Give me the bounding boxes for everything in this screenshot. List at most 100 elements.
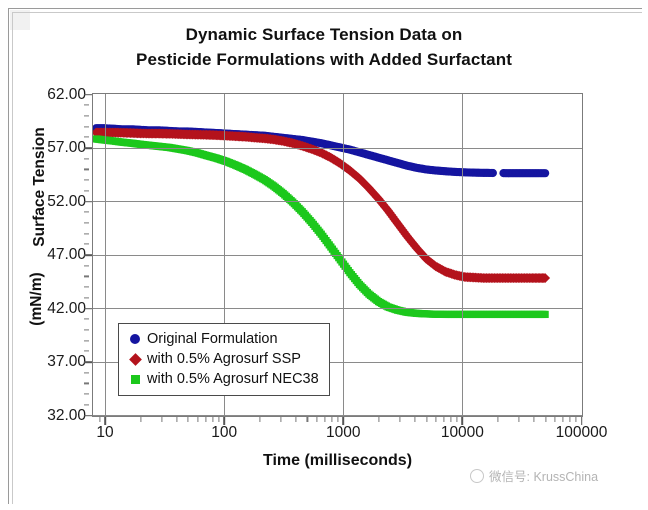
- y-axis-tick-marks: [84, 93, 93, 417]
- legend-label: with 0.5% Agrosurf NEC38: [147, 371, 319, 387]
- x-tick-mark-minor: [456, 417, 458, 422]
- legend-marker-shape: [128, 352, 142, 366]
- y-tick-mark-minor: [84, 158, 89, 160]
- gridline-vertical: [104, 94, 106, 416]
- x-tick-mark-minor: [545, 417, 547, 422]
- y-tick-label: 52.00: [47, 192, 86, 210]
- x-tick-mark-major: [223, 417, 225, 425]
- data-point: [540, 273, 551, 283]
- data-series: [93, 127, 551, 283]
- frame-border-left-outer: [8, 8, 9, 504]
- y-tick-mark-minor: [84, 275, 89, 277]
- frame-border-left-inner: [12, 12, 13, 504]
- y-tick-mark-minor: [84, 382, 89, 384]
- y-tick-label: 37.00: [47, 353, 86, 370]
- x-tick-mark-minor: [259, 417, 261, 422]
- x-tick-mark-major: [342, 417, 345, 425]
- legend-item: with 0.5% Agrosurf SSP: [128, 349, 319, 369]
- x-tick-mark-minor: [569, 417, 571, 422]
- x-tick-mark-minor: [295, 417, 297, 422]
- legend-marker-circle-icon: [128, 332, 142, 346]
- watermark-logo-icon: [470, 468, 484, 483]
- x-tick-mark-minor: [575, 417, 577, 422]
- x-tick-label: 10000: [440, 424, 484, 441]
- x-tick-mark-minor: [324, 417, 326, 422]
- chart-title-line-1: Dynamic Surface Tension Data on: [185, 25, 463, 44]
- frame-corner-decoration: [10, 10, 30, 30]
- y-tick-label: 32.00: [47, 406, 86, 424]
- x-tick-mark-minor: [280, 417, 282, 422]
- y-tick-mark-minor: [84, 136, 89, 138]
- x-tick-label: 100: [211, 424, 238, 441]
- chart-title-line-2: Pesticide Formulations with Added Surfac…: [136, 50, 512, 69]
- gridline-vertical: [223, 94, 225, 416]
- y-tick-mark-minor: [84, 243, 89, 245]
- data-point: [541, 169, 550, 178]
- x-tick-mark-major: [461, 417, 464, 425]
- x-tick-mark-minor: [306, 417, 308, 422]
- y-tick-label: 57.00: [47, 139, 86, 156]
- y-tick-mark-minor: [84, 297, 89, 299]
- watermark-text: 微信号: KrussChina: [489, 470, 599, 484]
- x-tick-mark-major: [580, 417, 583, 425]
- y-tick-mark-minor: [84, 404, 89, 406]
- y-tick-mark-minor: [84, 179, 89, 181]
- x-tick-mark-minor: [562, 417, 564, 422]
- data-point: [541, 310, 549, 319]
- y-tick-mark-major: [84, 414, 92, 417]
- legend-marker-square-icon: [128, 372, 142, 386]
- y-tick-mark-minor: [84, 115, 89, 117]
- x-tick-mark-minor: [497, 417, 499, 422]
- x-tick-mark-minor: [218, 417, 220, 422]
- watermark: 微信号: KrussChina: [470, 466, 598, 485]
- gridline-horizontal: [93, 308, 582, 309]
- legend-marker-shape: [130, 374, 140, 384]
- gridline-horizontal: [93, 201, 582, 202]
- legend-marker-shape: [130, 334, 140, 344]
- y-tick-mark-major: [84, 147, 92, 149]
- y-tick-mark-major: [84, 93, 92, 96]
- x-axis-tick-marks: [92, 417, 583, 426]
- y-tick-mark-minor: [84, 190, 89, 192]
- y-tick-label: 42.00: [47, 299, 86, 317]
- gridline-vertical: [342, 94, 344, 416]
- x-tick-label: 1000: [326, 424, 361, 441]
- x-tick-mark-minor: [435, 417, 437, 422]
- y-tick-mark-major: [84, 361, 92, 363]
- x-tick-mark-minor: [140, 417, 142, 422]
- x-tick-mark-minor: [443, 417, 445, 422]
- y-tick-mark-minor: [84, 222, 89, 224]
- x-tick-mark-minor: [518, 417, 520, 422]
- x-tick-label: 10: [96, 424, 114, 441]
- x-axis-tick-labels: 10 100 1000 10000 100000: [92, 424, 607, 446]
- y-tick-mark-minor: [84, 350, 89, 352]
- x-tick-mark-minor: [533, 417, 535, 422]
- x-tick-mark-minor: [331, 417, 333, 422]
- legend-item: with 0.5% Agrosurf NEC38: [128, 369, 319, 389]
- legend-label: with 0.5% Agrosurf SSP: [147, 351, 301, 367]
- y-tick-mark-minor: [84, 372, 89, 374]
- x-tick-mark-minor: [554, 417, 556, 422]
- x-tick-mark-minor: [205, 417, 207, 422]
- x-tick-mark-minor: [399, 417, 401, 422]
- y-tick-mark-minor: [84, 318, 89, 320]
- y-tick-mark-minor: [84, 329, 89, 331]
- x-tick-mark-minor: [378, 417, 380, 422]
- y-tick-mark-major: [84, 254, 92, 256]
- x-tick-mark-minor: [316, 417, 318, 422]
- y-tick-mark-minor: [84, 104, 89, 106]
- y-axis-tick-labels: 62.00 57.00 52.00 47.00 42.00 37.00 32.00: [8, 86, 86, 424]
- y-tick-mark-minor: [84, 286, 89, 288]
- gridline-horizontal: [93, 254, 582, 256]
- y-tick-mark-minor: [84, 265, 89, 267]
- x-tick-mark-minor: [187, 417, 189, 422]
- gridline-horizontal: [93, 415, 582, 416]
- legend-label: Original Formulation: [147, 331, 278, 347]
- gridline-horizontal: [93, 361, 582, 363]
- legend-item: Original Formulation: [128, 329, 319, 349]
- legend-marker-diamond-icon: [128, 352, 142, 366]
- chart-legend: Original Formulation with 0.5% Agrosurf S…: [118, 323, 330, 396]
- x-axis-title: Time (milliseconds): [262, 452, 413, 469]
- y-tick-mark-minor: [84, 211, 89, 213]
